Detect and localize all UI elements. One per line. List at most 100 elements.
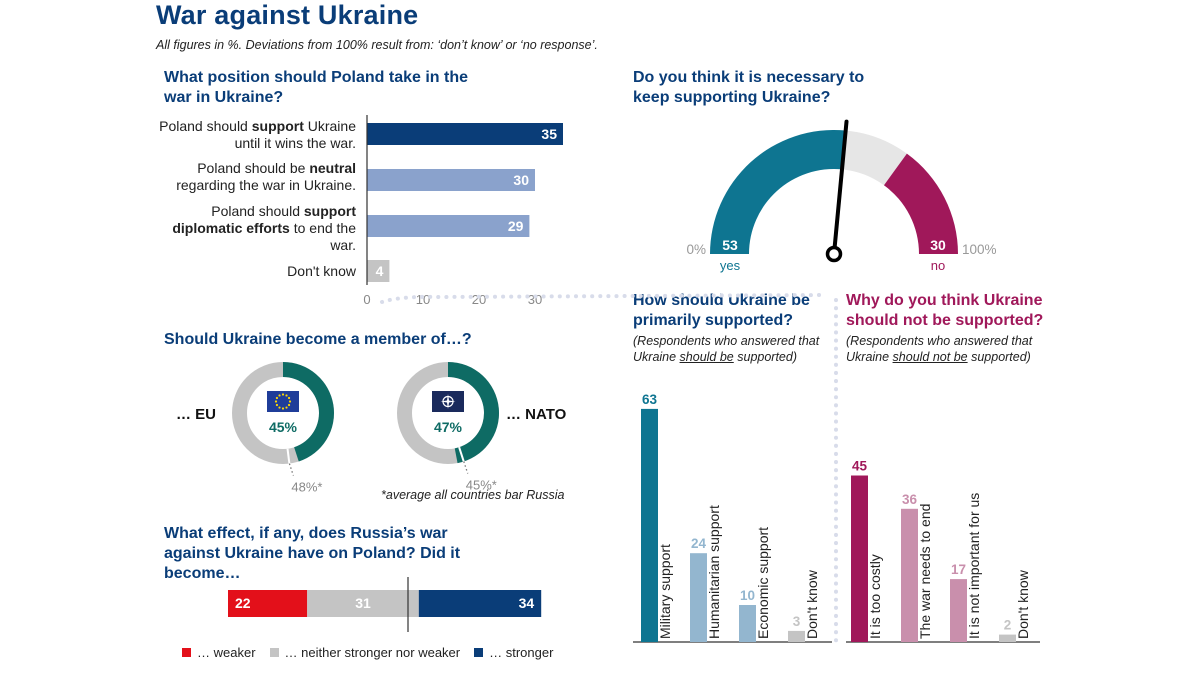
why-not-bar xyxy=(999,634,1016,642)
eu-flag-icon xyxy=(267,391,299,412)
eu-flag-star xyxy=(278,406,281,409)
position-category-label: Poland should support diplomatic efforts… xyxy=(172,203,356,253)
membership-footnote: *average all countries bar Russia xyxy=(381,488,565,502)
how-support-category-label: Humanitarian support xyxy=(706,505,722,639)
page-subtitle: All figures in %. Deviations from 100% r… xyxy=(156,38,598,52)
why-not-category-label: It is too costly xyxy=(867,554,883,639)
dotted-connector xyxy=(380,293,829,304)
why-not-bar-value: 17 xyxy=(951,562,966,577)
eu-flag-star xyxy=(287,403,291,407)
why-not-bar xyxy=(950,579,967,642)
nato-label: … NATO xyxy=(506,406,567,423)
effect-legend: … weaker … neither stronger nor weaker …… xyxy=(182,645,553,660)
gauge-yes-label: yes xyxy=(720,258,741,273)
eu-flag-star xyxy=(285,406,288,409)
effect-segment-value: 22 xyxy=(235,595,251,611)
position-bar xyxy=(367,215,530,237)
position-bar xyxy=(367,260,390,282)
eu-flag-star xyxy=(285,394,288,397)
position-tick-label: 20 xyxy=(472,292,486,307)
position-bar-value: 29 xyxy=(508,218,524,234)
position-category-label: Don't know xyxy=(287,263,356,279)
gauge-needle xyxy=(832,119,849,256)
donut-average-label: 48%* xyxy=(291,480,322,495)
why-not-note: (Respondents who answered that Ukraine s… xyxy=(846,334,1033,364)
position-tick-label: 0 xyxy=(363,292,370,307)
position-question: What position should Poland take in the … xyxy=(164,69,468,106)
effect-segment-value: 31 xyxy=(355,595,371,611)
gauge-needle-pivot xyxy=(825,245,843,263)
gauge-no-value: 30 xyxy=(930,237,946,253)
nato-flag-star xyxy=(440,394,456,409)
eu-flag-star xyxy=(281,393,285,396)
position-bar xyxy=(367,169,535,191)
how-support-bar-value: 10 xyxy=(740,588,755,603)
donut-average-marker xyxy=(458,446,465,462)
legend-swatch-neither xyxy=(269,648,279,657)
legend-stronger: … stronger xyxy=(489,645,554,660)
gauge-undecided-segment xyxy=(841,130,907,186)
position-tick-label: 30 xyxy=(528,292,542,307)
gauge-yes-value: 53 xyxy=(722,237,738,253)
why-not-bar xyxy=(901,508,918,642)
donut-value-segment xyxy=(283,362,335,462)
legend-swatch-stronger xyxy=(474,648,484,657)
position-category-label: Poland should be neutral regarding the w… xyxy=(176,160,356,193)
page-title: War against Ukraine xyxy=(156,0,419,30)
how-support-bar-value: 63 xyxy=(642,392,658,407)
effect-segment-value: 34 xyxy=(519,595,535,611)
why-not-category-label: The war needs to end xyxy=(917,504,933,639)
donut-average-label: 45%* xyxy=(466,478,497,493)
why-not-question: Why do you think Ukraine should not be s… xyxy=(846,292,1044,329)
eu-flag-star xyxy=(287,396,291,400)
eu-flag-field xyxy=(267,391,299,412)
donut-value-label: 47% xyxy=(434,419,463,435)
how-support-category-label: Military support xyxy=(657,544,673,639)
gauge-yes-segment xyxy=(710,130,846,254)
how-support-bar-value: 3 xyxy=(793,614,801,629)
how-support-category-label: Don't know xyxy=(804,569,820,639)
eu-flag-star xyxy=(275,403,279,407)
donut-average-leader xyxy=(288,463,295,476)
why-not-bar-value: 2 xyxy=(1004,618,1012,633)
how-support-bar xyxy=(690,553,707,642)
eu-flag-star xyxy=(274,400,278,403)
effect-segment xyxy=(307,590,419,617)
effect-question: What effect, if any, does Russia’s war a… xyxy=(164,525,461,582)
why-not-bar-value: 45 xyxy=(852,459,868,474)
how-support-category-label: Economic support xyxy=(755,527,771,639)
effect-segment xyxy=(228,590,308,617)
position-bar-value: 35 xyxy=(541,126,557,142)
donut-value-label: 45% xyxy=(269,419,298,435)
why-not-category-label: Don't know xyxy=(1015,569,1031,639)
how-support-bar xyxy=(641,408,658,642)
position-bar xyxy=(367,123,563,145)
how-support-note: (Respondents who answered that Ukraine s… xyxy=(633,334,820,364)
gauge-max-label: 100% xyxy=(962,242,997,257)
position-bar-value: 4 xyxy=(376,263,384,279)
eu-flag-star xyxy=(288,400,292,403)
eu-flag-star xyxy=(275,396,279,400)
why-not-category-label: It is not important for us xyxy=(966,493,982,639)
nato-flag-icon xyxy=(432,391,464,412)
gauge-no-label: no xyxy=(931,258,945,273)
gauge-min-label: 0% xyxy=(686,242,706,257)
donut-average-leader xyxy=(463,461,469,474)
membership-question: Should Ukraine become a member of…? xyxy=(164,331,472,348)
donut-average-marker xyxy=(286,448,291,464)
how-support-bar xyxy=(739,605,756,642)
donut-value-segment xyxy=(448,362,500,464)
gauge-no-segment xyxy=(883,153,958,254)
why-not-bar xyxy=(851,475,868,642)
how-support-bar-value: 24 xyxy=(691,536,707,551)
position-bar-value: 30 xyxy=(513,172,529,188)
eu-flag-star xyxy=(278,394,281,397)
eu-label: … EU xyxy=(176,406,217,423)
eu-flag-star xyxy=(281,407,285,410)
gauge-question: Do you think it is necessary to keep sup… xyxy=(633,69,865,106)
position-tick-label: 10 xyxy=(416,292,430,307)
legend-swatch-weaker xyxy=(182,648,191,657)
position-category-label: Poland should support Ukraine until it w… xyxy=(159,118,356,151)
how-support-question: How should Ukraine be primarily supporte… xyxy=(633,292,810,329)
